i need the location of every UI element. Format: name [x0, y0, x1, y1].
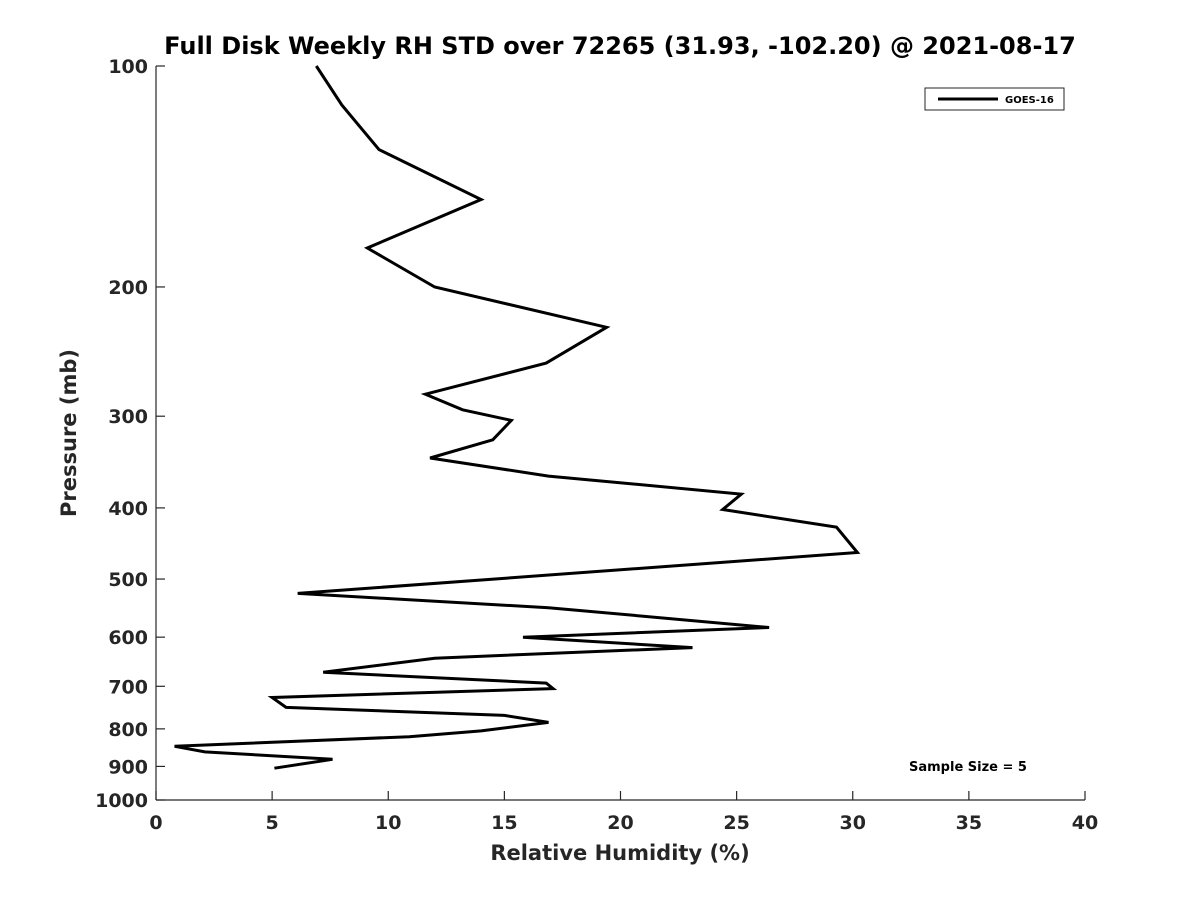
x-tick-label: 0 [149, 812, 162, 834]
y-tick-label: 1000 [95, 790, 148, 812]
x-tick-label: 35 [956, 812, 982, 834]
chart-title: Full Disk Weekly RH STD over 72265 (31.9… [164, 32, 1076, 60]
series-line-goes-16 [174, 65, 861, 770]
y-axis-label: Pressure (mb) [57, 349, 81, 517]
x-tick-label: 10 [375, 812, 401, 834]
y-tick-label: 300 [108, 406, 148, 428]
legend-label-goes-16: GOES-16 [1005, 95, 1054, 106]
x-tick-label: 5 [266, 812, 279, 834]
plot-area: 0 5 10 15 20 25 30 35 40 100 200 300 400 500 600 700 80… [95, 56, 1098, 834]
x-tick-label: 40 [1072, 812, 1098, 834]
x-tick-label: 15 [491, 812, 517, 834]
y-tick-label: 400 [108, 498, 148, 520]
y-tick-label: 700 [108, 676, 148, 698]
x-tick-label: 20 [607, 812, 633, 834]
y-tick-label: 600 [108, 627, 148, 649]
series-group [174, 65, 861, 770]
y-tick-label: 100 [108, 56, 148, 78]
y-tick-label: 800 [108, 719, 148, 741]
legend: GOES-16 [924, 87, 1065, 111]
x-tick-label: 25 [723, 812, 749, 834]
sample-size-annotation: Sample Size = 5 [909, 760, 1027, 775]
x-axis-label: Relative Humidity (%) [490, 841, 749, 865]
y-tick-label: 200 [108, 277, 148, 299]
x-tick-label: 30 [840, 812, 866, 834]
y-tick-label: 500 [108, 569, 148, 591]
x-axis-ticks: 0 5 10 15 20 25 30 35 40 [149, 791, 1098, 834]
y-axis-ticks: 100 200 300 400 500 600 700 800 900 1000 [95, 56, 165, 812]
y-tick-label: 900 [108, 756, 148, 778]
